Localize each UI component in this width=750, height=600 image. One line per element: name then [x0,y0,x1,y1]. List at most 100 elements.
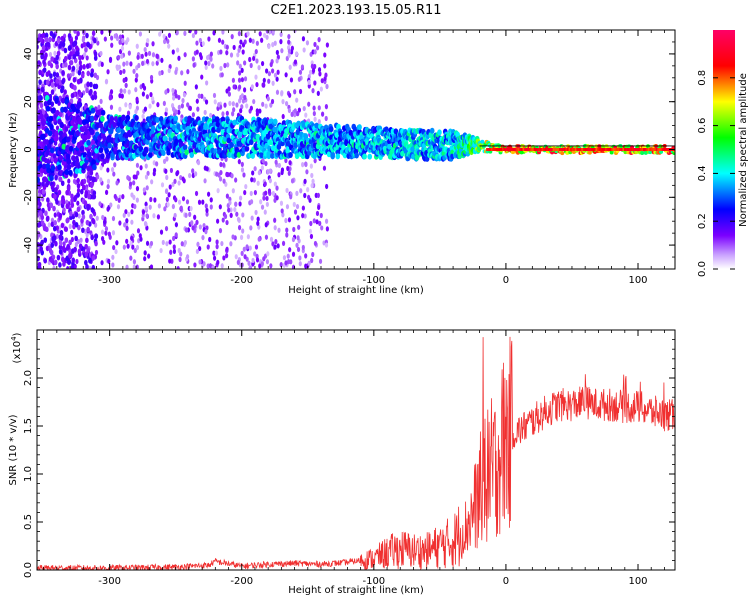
heatmap-cell [209,56,213,62]
heatmap-cell [127,211,131,218]
heatmap-cell [61,199,66,205]
heatmap-cell [94,249,99,256]
heatmap-cell [277,162,281,169]
heatmap-cell [196,160,201,166]
heatmap-cell [293,142,298,149]
heatmap-cell [135,197,139,203]
colorbar: 0.0 0.2 0.4 0.6 0.8 Normalized spectral ampl… [697,30,749,277]
heatmap-cell [151,52,156,58]
heatmap-cell [204,64,208,71]
heatmap-cell [194,190,199,197]
heatmap-cell [274,159,278,165]
heatmap-cell [132,264,136,269]
heatmap-cell [86,81,90,88]
heatmap-cell [267,188,272,194]
heatmap-cell [503,148,506,151]
heatmap-cell [50,257,54,264]
heatmap-cell [118,106,122,112]
snr-xtick-label: 100 [628,576,647,587]
heatmap-cell [39,150,44,157]
heatmap-cell [169,167,174,174]
heatmap-cell [262,32,267,38]
heatmap-cell [102,219,107,225]
heatmap-cell [188,211,192,217]
heatmap-cell [133,247,137,254]
heatmap-cell [289,194,293,200]
heatmap-cell [320,78,324,84]
heatmap-cell [312,110,316,117]
heatmap-cell [151,41,155,47]
heatmap-cell [201,234,205,241]
heatmap-cell [310,172,314,179]
heatmap-cell [63,47,68,54]
heatmap-cell [268,178,272,184]
heatmap-cell [76,238,81,245]
heatmap-cell [527,148,530,151]
heatmap-cell [249,199,254,205]
heatmap-cell [225,219,229,226]
heatmap-cell [559,148,562,151]
heatmap-cell [55,125,60,131]
heatmap-cell [322,165,327,171]
heatmap-cell [64,237,69,243]
heatmap-cell [272,118,278,125]
heatmap-cell [68,252,72,259]
colorbar-tick-label: 0.2 [697,213,708,229]
heatmap-cell [46,179,50,186]
heatmap-cell [270,144,276,151]
heatmap-cell [304,112,308,118]
heatmap-cell [70,193,74,200]
heatmap-cell [271,30,276,34]
heatmap-cell [127,50,131,56]
heatmap-cell [144,205,148,211]
heatmap-cell [221,30,225,35]
heatmap-cell [650,148,654,151]
heatmap-ytick-label: -20 [23,189,34,205]
heatmap-cell [53,193,57,200]
heatmap-cell [305,169,309,175]
heatmap-cell [302,105,306,112]
heatmap-cell [520,148,524,151]
heatmap-cell [174,197,178,203]
heatmap-cell [287,33,291,40]
heatmap-cell [288,92,292,98]
heatmap-cell [246,31,250,37]
heatmap-cell [508,148,511,151]
heatmap-cell [71,65,76,72]
heatmap-cell [217,37,222,43]
heatmap-cell [258,108,262,114]
heatmap-cell [59,111,63,117]
heatmap-cell [538,148,541,151]
heatmap-cell [65,217,70,224]
heatmap-cell [37,145,42,152]
heatmap-cell [307,79,311,86]
heatmap-cell [37,222,41,228]
heatmap-cell [229,52,234,58]
heatmap-cell [71,106,77,113]
heatmap-cell [535,148,538,151]
heatmap-cell [111,262,115,268]
heatmap-cell [184,212,188,218]
heatmap-cell [58,262,62,268]
heatmap-cell [63,106,68,113]
heatmap-cell [665,148,668,151]
heatmap-cell [142,85,147,91]
heatmap-cell [296,246,301,253]
heatmap-cell [270,152,275,159]
heatmap-cell [279,31,283,37]
heatmap-cell [185,199,190,205]
heatmap-cell [192,62,196,68]
heatmap-cell [182,144,188,151]
heatmap-cell [191,32,195,39]
heatmap-cell [240,167,245,173]
heatmap-cell [100,153,105,160]
heatmap-cell [193,214,197,220]
heatmap-cell [182,92,187,98]
heatmap-cell [86,203,90,210]
heatmap-cell [249,225,253,231]
heatmap-cell [231,234,235,240]
heatmap-cell [206,244,210,250]
heatmap-cell [54,130,59,137]
heatmap-cell [295,190,299,196]
heatmap-cell [549,148,552,151]
